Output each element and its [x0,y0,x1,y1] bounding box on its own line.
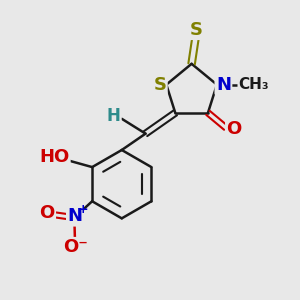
Text: O: O [39,204,55,222]
Text: O⁻: O⁻ [63,238,88,256]
Text: S: S [190,21,202,39]
Text: S: S [153,76,166,94]
Text: N: N [216,76,231,94]
Text: CH₃: CH₃ [239,77,269,92]
Text: N: N [68,207,82,225]
Text: H: H [106,107,120,125]
Text: HO: HO [39,148,69,166]
Text: +: + [77,203,88,216]
Text: O: O [226,120,242,138]
